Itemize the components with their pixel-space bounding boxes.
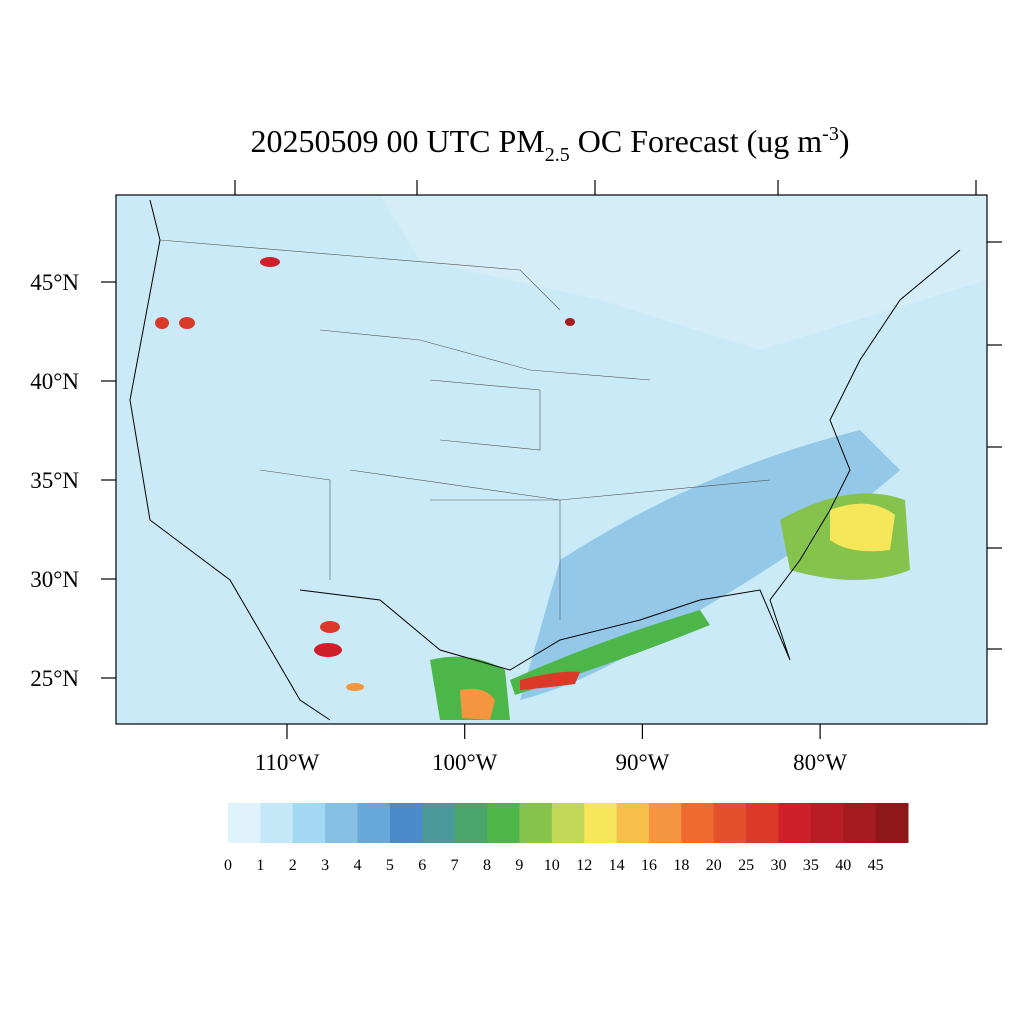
- lon-tick-label: 110°W: [255, 750, 320, 775]
- fire-spot: [565, 318, 575, 326]
- colorbar-label: 10: [544, 857, 560, 874]
- colorbar-box: [389, 803, 423, 843]
- title: 20250509 00 UTC PM2.5 OC Forecast (ug m-…: [251, 123, 850, 166]
- colorbar-label: 7: [451, 857, 459, 874]
- colorbar-label: 20: [706, 857, 722, 874]
- colorbar-box: [810, 803, 844, 843]
- colorbar-box: [843, 803, 877, 843]
- lat-tick-label: 30°N: [30, 567, 79, 592]
- colorbar-box: [357, 803, 391, 843]
- title-middle: OC Forecast (ug m: [570, 123, 823, 159]
- title-prefix: 20250509 00 UTC PM: [251, 123, 545, 159]
- colorbar-box: [778, 803, 812, 843]
- lat-tick-label: 45°N: [30, 270, 79, 295]
- axes-and-colorbar: 45°N 40°N 35°N 30°N 25°N 110°W 100°W 90°W 80°W 0 1…: [30, 270, 909, 874]
- lon-tick-label: 90°W: [615, 750, 669, 775]
- colorbar-box: [875, 803, 909, 843]
- state-borders: [159, 239, 771, 620]
- colorbar-label: 12: [576, 857, 592, 874]
- plume-gulf-core: [520, 671, 580, 690]
- fire-spot: [179, 317, 195, 329]
- colorbar-label: 6: [418, 857, 426, 874]
- plume-light: [116, 195, 987, 724]
- plume-texas-core: [460, 688, 495, 720]
- unlabeled-ticks: [234, 180, 1002, 650]
- plume-medium: [520, 430, 900, 700]
- colorbar-box: [616, 803, 650, 843]
- fire-spot: [320, 621, 340, 633]
- colorbar-label: 5: [386, 857, 394, 874]
- colorbar-label: 30: [770, 857, 786, 874]
- colorbar-label: 8: [483, 857, 491, 874]
- colorbar-box: [713, 803, 747, 843]
- lat-tick-label: 25°N: [30, 666, 79, 691]
- colorbar-label: 1: [256, 857, 264, 874]
- fire-spot: [260, 257, 280, 267]
- colorbar-label: 0: [224, 857, 232, 874]
- colorbar-label: 35: [803, 857, 819, 874]
- colorbar-box: [454, 803, 488, 843]
- colorbar-label: 9: [515, 857, 523, 874]
- colorbar-label: 3: [321, 857, 329, 874]
- colorbar-label: 45: [868, 857, 884, 874]
- colorbar-box: [551, 803, 585, 843]
- colorbar-box: [584, 803, 618, 843]
- colorbar-label: 40: [835, 857, 851, 874]
- colorbar-label: 14: [609, 857, 625, 874]
- colorbar-box: [292, 803, 326, 843]
- colorbar-label: 18: [673, 857, 689, 874]
- colorbar-box: [746, 803, 779, 843]
- title-suffix: ): [839, 123, 850, 159]
- title-superscript: -3: [822, 123, 839, 145]
- colorbar-box: [260, 803, 294, 843]
- colorbar-label: 4: [354, 857, 362, 874]
- colorbar-box: [648, 803, 682, 843]
- colorbar-label: 25: [738, 857, 754, 874]
- colorbar-box: [487, 803, 520, 843]
- lat-tick-label: 35°N: [30, 468, 79, 493]
- colorbar-box: [228, 803, 261, 843]
- colorbar-box: [422, 803, 456, 843]
- lat-tick-label: 40°N: [30, 369, 79, 394]
- colorbar-box: [681, 803, 715, 843]
- map-field: [116, 195, 987, 724]
- map-frame: [115, 194, 988, 725]
- plume-atlantic-core: [830, 503, 895, 552]
- lon-tick-label: 100°W: [432, 750, 498, 775]
- lon-tick-label: 80°W: [793, 750, 847, 775]
- colorbar-box: [519, 803, 553, 843]
- colorbar-label: 16: [641, 857, 657, 874]
- colorbar-box: [325, 803, 359, 843]
- title-subscript: 2.5: [545, 144, 570, 166]
- fire-spot: [346, 683, 364, 691]
- fire-spot: [155, 317, 169, 329]
- fire-spot: [314, 643, 342, 657]
- colorbar-label: 2: [289, 857, 297, 874]
